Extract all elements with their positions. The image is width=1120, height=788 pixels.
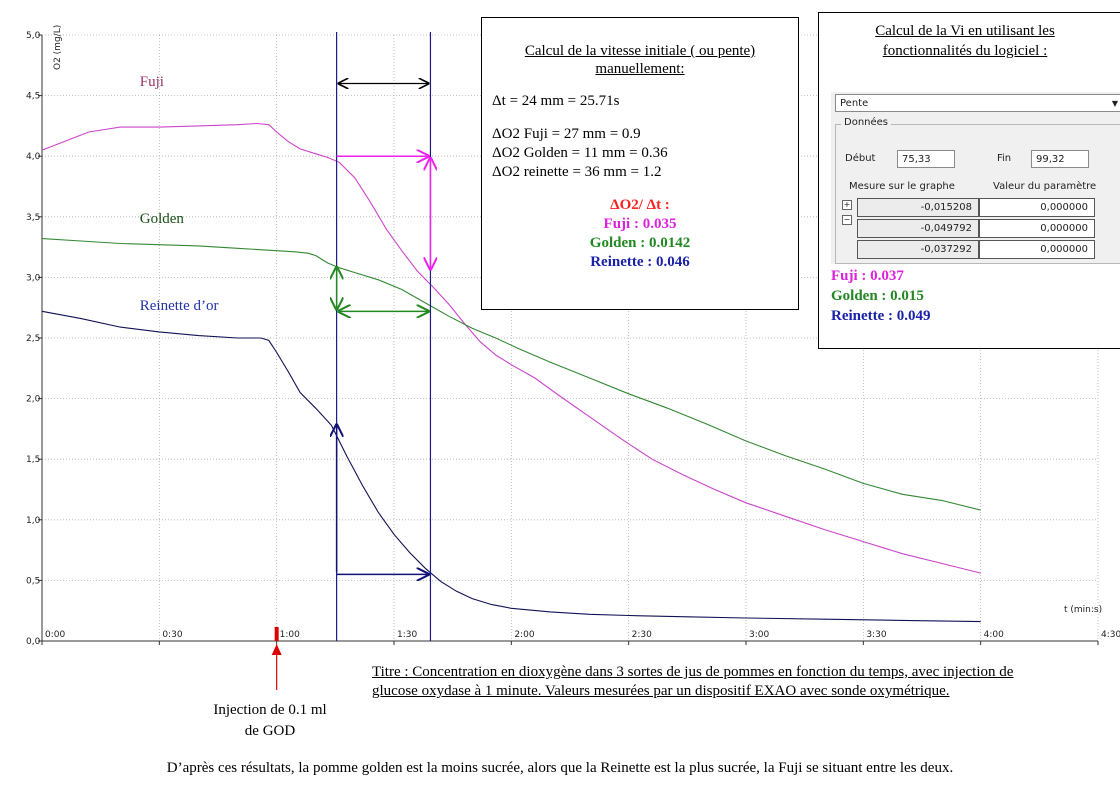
series-line-golden bbox=[41, 238, 981, 511]
x-tick-label: 1:30 bbox=[397, 630, 417, 640]
software-title-line1: Calcul de la Vi en utilisant les bbox=[875, 23, 1055, 39]
software-panel: Pente ▼ Données Début 75,33 Fin 99,32 Me… bbox=[831, 92, 1120, 264]
manual-title-line1: Calcul de la vitesse initiale ( ou pente… bbox=[524, 43, 756, 59]
figure-caption: Titre : Concentration en dioxygène dans … bbox=[372, 664, 1014, 699]
injection-label-line2: de GOD bbox=[244, 723, 296, 739]
chevron-down-icon: ▼ bbox=[1111, 99, 1118, 108]
y-tick-label: 3,5 bbox=[26, 213, 40, 223]
param-cell[interactable]: 0,000000 bbox=[979, 240, 1095, 259]
param-cell[interactable]: 0,000000 bbox=[979, 219, 1095, 238]
measure-cell[interactable]: -0,015208 bbox=[857, 198, 979, 217]
y-tick-label: 1,5 bbox=[26, 455, 40, 465]
manual-result-reinette: Reinette : 0.046 bbox=[590, 254, 690, 270]
param-cell[interactable]: 0,000000 bbox=[979, 198, 1095, 217]
data-group bbox=[835, 124, 1120, 264]
expand-icon[interactable]: + bbox=[842, 200, 852, 210]
injection-marker bbox=[274, 627, 279, 641]
manual-title-line2: manuellement: bbox=[595, 61, 685, 77]
x-tick-label: 4:00 bbox=[984, 630, 1004, 640]
start-input[interactable]: 75,33 bbox=[897, 150, 955, 168]
x-tick-label: 4:30 bbox=[1101, 630, 1120, 640]
series-line-reinette bbox=[41, 310, 981, 623]
param-column-header: Valeur du paramètre bbox=[993, 181, 1097, 192]
function-select[interactable]: Pente ▼ bbox=[835, 94, 1120, 112]
y-tick-label: 0,0 bbox=[26, 637, 41, 647]
software-title-line2: fonctionnalités du logiciel : bbox=[882, 43, 1048, 59]
x-tick-label: 2:30 bbox=[632, 630, 652, 640]
delta-o2-reinette: ΔO2 reinette = 36 mm = 1.2 bbox=[492, 164, 662, 180]
start-label: Début bbox=[845, 153, 876, 164]
y-tick-label: 4,0 bbox=[26, 152, 41, 162]
software-calculation-box: Calcul de la Vi en utilisant les fonctio… bbox=[818, 12, 1120, 349]
conclusion-text: D’après ces résultats, la pomme golden e… bbox=[166, 760, 954, 776]
series-line-fuji bbox=[41, 122, 981, 574]
series-label: Reinette d’or bbox=[140, 298, 219, 314]
x-tick-label: 0:30 bbox=[162, 630, 182, 640]
end-label: Fin bbox=[997, 153, 1012, 164]
y-tick-label: 2,5 bbox=[26, 334, 40, 344]
delta-t: Δt = 24 mm = 25.71s bbox=[492, 93, 620, 109]
x-tick-label: 2:00 bbox=[514, 630, 534, 640]
data-group-label: Données bbox=[841, 117, 892, 128]
series-lines bbox=[41, 122, 981, 623]
end-input[interactable]: 99,32 bbox=[1031, 150, 1089, 168]
delta-o2-golden: ΔO2 Golden = 11 mm = 0.36 bbox=[492, 145, 668, 161]
software-result-fuji: Fuji : 0.037 bbox=[831, 268, 904, 284]
injection-arrowhead bbox=[271, 644, 282, 655]
y-axis-label: O2 (mg/L) bbox=[53, 25, 63, 70]
x-tick-label: 3:00 bbox=[749, 630, 769, 640]
ratio-heading: ΔO2/ Δt : bbox=[610, 197, 670, 213]
series-label: Fuji bbox=[140, 74, 164, 90]
measure-cell[interactable]: -0,049792 bbox=[857, 219, 979, 238]
software-result-reinette: Reinette : 0.049 bbox=[831, 308, 931, 324]
delta-o2-fuji: ΔO2 Fuji = 27 mm = 0.9 bbox=[492, 126, 641, 142]
measure-column-header: Mesure sur le graphe bbox=[849, 181, 955, 192]
manual-result-golden: Golden : 0.0142 bbox=[589, 235, 691, 251]
x-tick-label: 1:00 bbox=[280, 630, 300, 640]
y-tick-label: 2,0 bbox=[26, 395, 41, 405]
y-tick-label: 5,0 bbox=[26, 31, 41, 41]
manual-calculation-box: Calcul de la vitesse initiale ( ou pente… bbox=[481, 17, 799, 310]
injection-label: Injection de 0.1 ml de GOD bbox=[180, 700, 360, 742]
manual-result-fuji: Fuji : 0.035 bbox=[603, 216, 677, 232]
y-tick-label: 1,0 bbox=[26, 516, 41, 526]
y-tick-label: 3,0 bbox=[26, 273, 41, 283]
function-select-value: Pente bbox=[840, 98, 869, 109]
x-tick-label: 0:00 bbox=[45, 630, 65, 640]
slope-annotations bbox=[271, 32, 431, 690]
tick-labels: 0,0 0,5 1,0 1,5 2,0 2,5 3,0 3,5 4,0 4,5 5,0 0:00 0:3… bbox=[26, 31, 1120, 647]
y-tick-label: 4,5 bbox=[26, 92, 40, 102]
series-labels: Fuji Golden Reinette d’or bbox=[140, 74, 219, 314]
x-tick-label: 3:30 bbox=[866, 630, 886, 640]
series-label: Golden bbox=[140, 211, 185, 227]
collapse-icon[interactable]: − bbox=[842, 215, 852, 225]
x-axis-label: t (min:s) bbox=[1064, 605, 1102, 615]
injection-label-line1: Injection de 0.1 ml bbox=[213, 702, 327, 718]
software-result-golden: Golden : 0.015 bbox=[831, 288, 924, 304]
measure-cell[interactable]: -0,037292 bbox=[857, 240, 979, 259]
y-tick-label: 0,5 bbox=[26, 576, 40, 586]
